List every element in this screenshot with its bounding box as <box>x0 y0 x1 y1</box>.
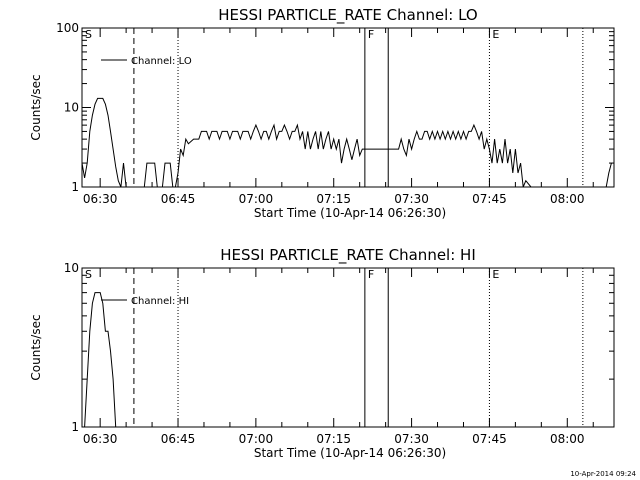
x-tick-label: 07:45 <box>472 192 507 206</box>
plot-frame <box>81 27 615 188</box>
hi-channel-panel: HESSI PARTICLE_RATE Channel: HI 1 10 06:30 0… <box>29 246 615 460</box>
x-axis-label: Start Time (10-Apr-14 06:26:30) <box>254 206 446 220</box>
x-tick-label: 07:30 <box>394 432 429 446</box>
chart-title: HESSI PARTICLE_RATE Channel: LO <box>218 6 477 25</box>
event-marker-label: F <box>368 28 374 41</box>
series-line-segment-1 <box>605 162 612 188</box>
y-tick-label: 1 <box>71 180 79 194</box>
x-tick-label: 06:45 <box>161 432 196 446</box>
y-axis-label: Counts/sec <box>29 74 43 140</box>
event-marker-label: E <box>492 28 499 41</box>
x-tick-label: 06:45 <box>161 192 196 206</box>
y-tick-label: 1 <box>71 420 79 434</box>
plot-frame <box>81 267 615 428</box>
x-tick-label: 07:45 <box>472 432 507 446</box>
x-tick-label: 07:15 <box>316 192 351 206</box>
y-axis-label: Counts/sec <box>29 314 43 380</box>
event-marker-label: F <box>368 268 374 281</box>
event-marker-label: E <box>492 268 499 281</box>
event-marker-label: S <box>85 268 92 281</box>
x-tick-label: 08:00 <box>550 432 585 446</box>
x-tick-label: 06:30 <box>83 432 118 446</box>
chart-title: HESSI PARTICLE_RATE Channel: HI <box>220 246 476 265</box>
y-tick-label: 100 <box>56 21 79 35</box>
series-line-channel-hi <box>84 292 117 428</box>
legend-entry: Channel: LO <box>131 56 192 67</box>
x-tick-label: 06:30 <box>83 192 118 206</box>
x-tick-label: 08:00 <box>550 192 585 206</box>
x-tick-label: 07:00 <box>239 432 274 446</box>
event-marker-label: S <box>85 28 92 41</box>
x-tick-label: 07:30 <box>394 192 429 206</box>
lo-channel-panel: HESSI PARTICLE_RATE Channel: LO 1 10 100 06:… <box>29 6 615 220</box>
y-tick-label: 10 <box>64 261 79 275</box>
generation-timestamp: 10-Apr-2014 09:24 <box>570 470 636 478</box>
y-tick-label: 10 <box>64 101 79 115</box>
x-tick-label: 07:00 <box>239 192 274 206</box>
legend-entry: Channel: HI <box>131 296 189 307</box>
series-line-channel-lo <box>81 97 534 188</box>
x-axis-label: Start Time (10-Apr-14 06:26:30) <box>254 446 446 460</box>
x-tick-label: 07:15 <box>316 432 351 446</box>
